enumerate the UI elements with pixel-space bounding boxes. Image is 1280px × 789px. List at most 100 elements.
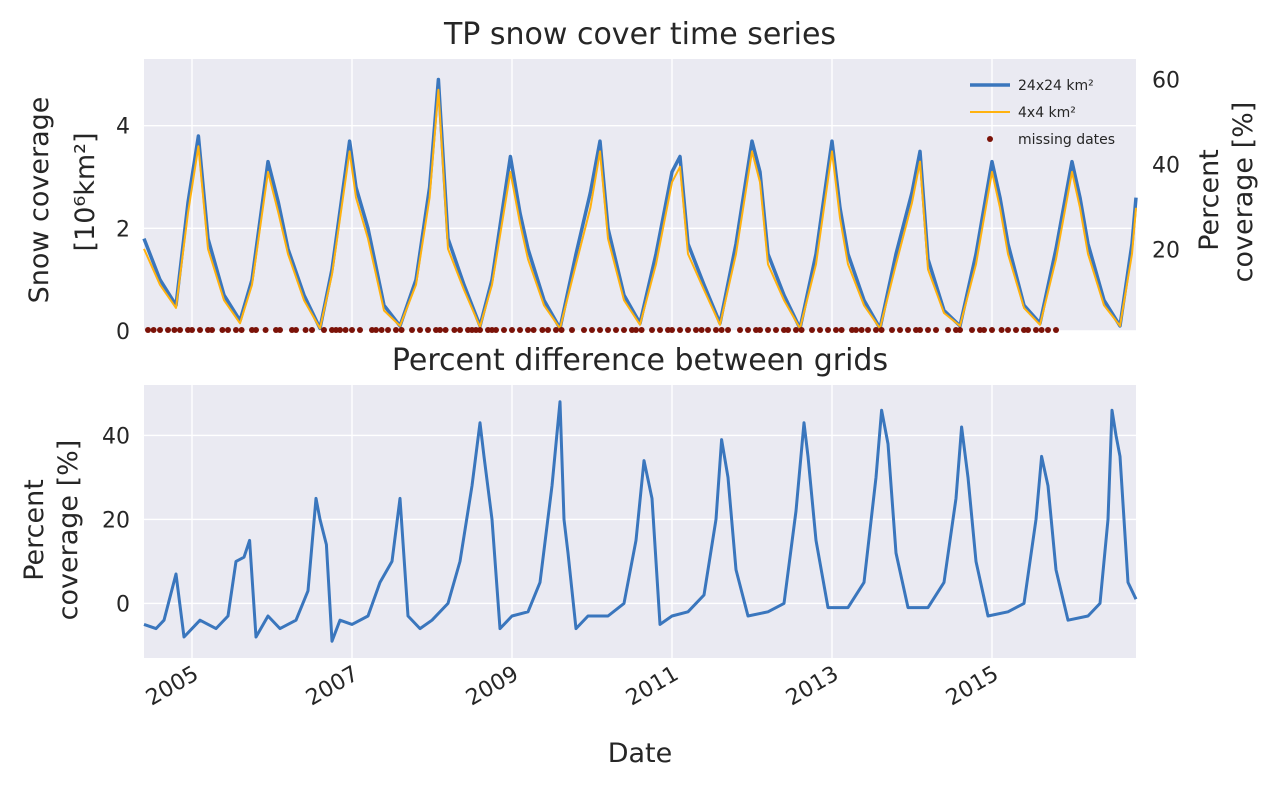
missing-date-marker <box>457 327 463 333</box>
missing-date-marker <box>233 327 239 333</box>
missing-date-marker <box>385 327 391 333</box>
missing-date-marker <box>853 327 859 333</box>
missing-date-marker <box>1045 327 1051 333</box>
legend-label-24x24: 24x24 km² <box>1018 78 1094 94</box>
missing-date-marker <box>145 327 151 333</box>
missing-date-marker <box>879 327 885 333</box>
missing-date-marker <box>699 327 705 333</box>
missing-date-marker <box>417 327 423 333</box>
missing-date-marker <box>1013 327 1019 333</box>
missing-date-marker <box>981 327 987 333</box>
missing-date-marker <box>253 327 259 333</box>
missing-date-marker <box>1005 327 1011 333</box>
missing-date-marker <box>705 327 711 333</box>
missing-date-marker <box>1053 327 1059 333</box>
missing-date-marker <box>443 327 449 333</box>
missing-date-marker <box>925 327 931 333</box>
missing-date-marker <box>357 327 363 333</box>
top-ylabel-line2: [10⁶km²] <box>70 132 101 251</box>
missing-date-marker <box>969 327 975 333</box>
missing-date-marker <box>569 327 575 333</box>
missing-date-marker <box>839 327 845 333</box>
missing-date-marker <box>1025 327 1031 333</box>
top-ylabel-line1: Snow coverage <box>24 97 55 304</box>
top-right-ytick-label: 40 <box>1152 154 1180 179</box>
missing-date-marker <box>685 327 691 333</box>
bottom-ytick-label: 40 <box>102 424 130 449</box>
missing-date-marker <box>859 327 865 333</box>
missing-date-marker <box>737 327 743 333</box>
missing-date-marker <box>589 327 595 333</box>
bottom-xtick-label: 2009 <box>462 662 523 712</box>
missing-date-marker <box>451 327 457 333</box>
missing-date-marker <box>293 327 299 333</box>
missing-date-marker <box>425 327 431 333</box>
missing-date-marker <box>157 327 163 333</box>
top-right-ylabel: Percent coverage [%] <box>1194 102 1259 283</box>
missing-date-marker <box>649 327 655 333</box>
missing-date-marker <box>343 327 349 333</box>
missing-date-marker <box>373 327 379 333</box>
missing-date-marker <box>725 327 731 333</box>
bottom-ylabel: Percent coverage [%] <box>19 440 84 621</box>
missing-date-marker <box>817 327 823 333</box>
missing-date-marker <box>989 327 995 333</box>
missing-date-marker <box>945 327 951 333</box>
missing-date-marker <box>197 327 203 333</box>
missing-date-marker <box>793 327 799 333</box>
top-title: TP snow cover time series <box>443 17 836 52</box>
missing-date-marker <box>693 327 699 333</box>
missing-date-marker <box>581 327 587 333</box>
missing-date-marker <box>957 327 963 333</box>
missing-date-marker <box>477 327 483 333</box>
top-right-ylabel-line2: coverage [%] <box>1228 102 1259 283</box>
top-right-ylabel-line1: Percent <box>1194 149 1225 251</box>
missing-date-marker <box>597 327 603 333</box>
missing-date-marker <box>765 327 771 333</box>
missing-date-marker <box>799 327 805 333</box>
missing-date-marker <box>277 327 283 333</box>
missing-date-marker <box>165 327 171 333</box>
missing-date-marker <box>621 327 627 333</box>
missing-date-marker <box>531 327 537 333</box>
bottom-xticks: 2005 2007 2009 2011 2013 2015 <box>142 662 1003 712</box>
missing-date-marker <box>657 327 663 333</box>
top-ytick-label: 0 <box>116 320 130 345</box>
top-ytick-label: 4 <box>116 115 130 140</box>
missing-date-marker <box>209 327 215 333</box>
missing-date-marker <box>677 327 683 333</box>
missing-date-marker <box>633 327 639 333</box>
bottom-ytick-label: 20 <box>102 508 130 533</box>
missing-date-marker <box>501 327 507 333</box>
missing-date-marker <box>1033 327 1039 333</box>
bottom-xlabel: Date <box>608 738 673 769</box>
missing-date-marker <box>833 327 839 333</box>
missing-date-marker <box>889 327 895 333</box>
top-panel: TP snow cover time series Snow coverage … <box>24 17 1259 345</box>
missing-date-marker <box>309 327 315 333</box>
missing-date-marker <box>905 327 911 333</box>
missing-date-marker <box>493 327 499 333</box>
missing-date-marker <box>437 327 443 333</box>
bottom-xtick-label: 2011 <box>622 662 683 712</box>
legend-label-missing: missing dates <box>1018 132 1115 148</box>
missing-date-marker <box>545 327 551 333</box>
missing-date-marker <box>713 327 719 333</box>
missing-date-marker <box>177 327 183 333</box>
missing-date-marker <box>539 327 545 333</box>
legend-label-4x4: 4x4 km² <box>1018 105 1076 121</box>
missing-date-marker <box>773 327 779 333</box>
bottom-panel: Percent difference between grids Percent… <box>19 343 1136 769</box>
missing-date-marker <box>263 327 269 333</box>
missing-date-marker <box>559 327 565 333</box>
missing-date-marker <box>337 327 343 333</box>
missing-date-marker <box>189 327 195 333</box>
missing-date-marker <box>917 327 923 333</box>
missing-date-marker <box>745 327 751 333</box>
missing-date-marker <box>719 327 725 333</box>
top-left-yticks: 0 2 4 <box>116 115 130 345</box>
missing-date-marker <box>151 327 157 333</box>
missing-date-marker <box>605 327 611 333</box>
bottom-xtick-label: 2007 <box>302 662 363 712</box>
